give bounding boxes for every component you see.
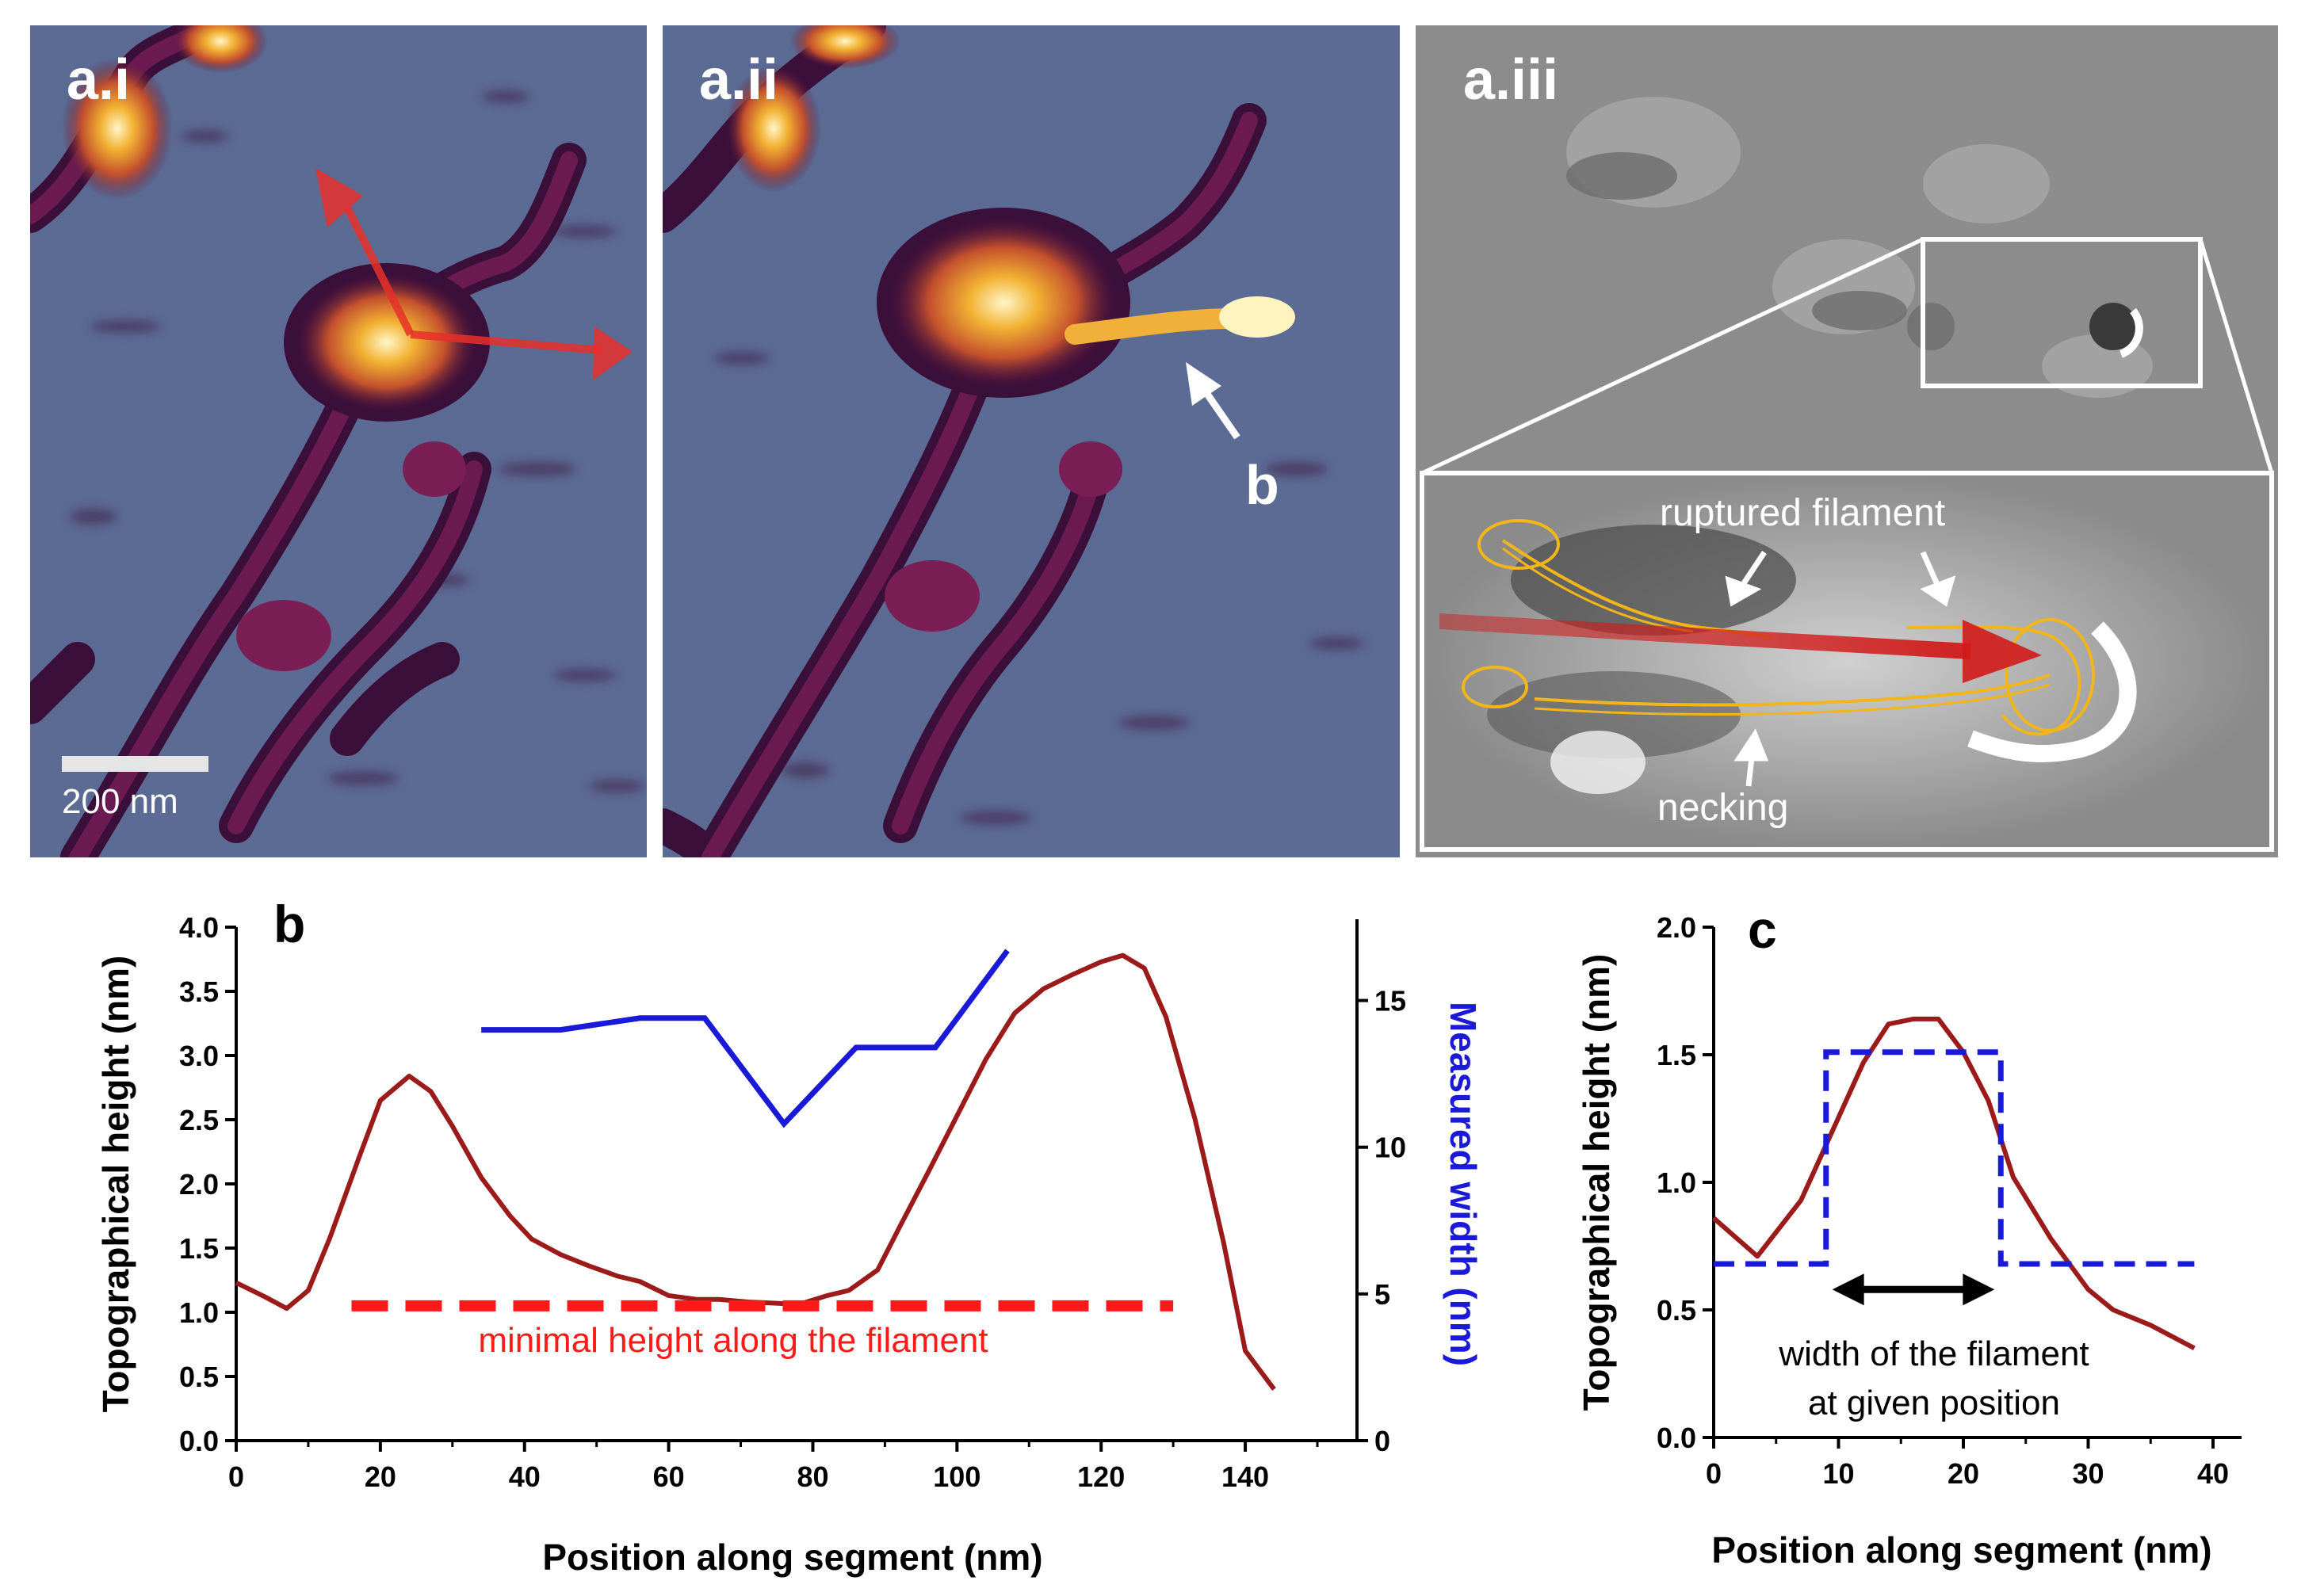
x-tick-label: 80 xyxy=(797,1460,828,1493)
x-tick-label: 10 xyxy=(1822,1457,1854,1490)
y-tick-label: 1.0 xyxy=(1657,1166,1696,1199)
afm-image-a-iii xyxy=(1416,25,2278,857)
afm-image-a-ii xyxy=(663,25,1400,857)
chart-c-letter: c xyxy=(1748,900,1777,959)
y-axis-title: Topographical height (nm) xyxy=(1576,954,1617,1411)
series-width-box-dashed xyxy=(1714,1049,2195,1267)
y-tick-label: 3.0 xyxy=(179,1040,219,1072)
y2-tick-label: 15 xyxy=(1374,985,1406,1017)
y-tick-label: 2.0 xyxy=(1657,911,1696,944)
y-tick-label: 2.5 xyxy=(179,1104,219,1136)
y-tick-label: 0.5 xyxy=(1657,1294,1696,1327)
x-tick-label: 40 xyxy=(2197,1457,2229,1490)
series-height-line xyxy=(1712,1016,2196,1350)
y-tick-label: 0.0 xyxy=(1657,1422,1696,1454)
panel-label-a-ii: a.ii xyxy=(699,48,779,112)
panel-a-i-image: a.i 200 nm xyxy=(30,25,647,857)
y-tick-label: 2.0 xyxy=(179,1168,219,1201)
zoom-inset xyxy=(1420,471,2274,852)
x-tick-label: 120 xyxy=(1077,1460,1125,1493)
y2-tick-label: 5 xyxy=(1374,1278,1390,1311)
x-tick-label: 20 xyxy=(365,1460,396,1493)
annotation-width-line-1: width of the filament xyxy=(1778,1334,2089,1373)
necking-label: necking xyxy=(1657,787,1789,829)
y-tick-label: 4.0 xyxy=(179,911,219,944)
y2-axis-title: Measured width (nm) xyxy=(1443,1002,1484,1366)
red-arrow-overlay xyxy=(315,168,633,380)
series-width-line xyxy=(481,949,1010,1128)
afm-image-a-i xyxy=(30,25,647,857)
x-tick-label: 0 xyxy=(1706,1457,1722,1490)
x-axis-title: Position along segment (nm) xyxy=(542,1537,1042,1578)
chart-b: 0.0 0.5 1.0 1.5 2.0 2.5 3.0 3.5 4.0 0 5 10 15 0 20 40 60… xyxy=(95,911,1484,1578)
y-tick-label: 1.5 xyxy=(1657,1039,1696,1071)
y2-tick-label: 0 xyxy=(1374,1425,1390,1457)
scale-bar-label: 200 nm xyxy=(62,782,178,821)
x-tick-label: 40 xyxy=(509,1460,541,1493)
y-tick-label: 3.5 xyxy=(179,975,219,1008)
panel-label-a-iii: a.iii xyxy=(1463,48,1559,112)
chart-c: 0.0 0.5 1.0 1.5 2.0 0 10 20 30 40 Position along s… xyxy=(1576,911,2242,1571)
ruptured-filament-label: ruptured filament xyxy=(1660,492,1946,534)
x-tick-label: 140 xyxy=(1221,1460,1269,1493)
width-arrow-head-left xyxy=(1832,1273,1864,1306)
x-tick-label: 100 xyxy=(933,1460,980,1493)
pointer-label-b: b xyxy=(1245,454,1279,516)
x-tick-label: 30 xyxy=(2072,1457,2104,1490)
panel-label-a-i: a.i xyxy=(67,48,131,112)
width-arrow-head-right xyxy=(1963,1273,1995,1306)
x-tick-label: 60 xyxy=(653,1460,685,1493)
y-axis-title: Topographical height (nm) xyxy=(95,956,136,1413)
chart-b-letter: b xyxy=(273,895,306,953)
annotation-minimal-height: minimal height along the filament xyxy=(478,1321,988,1360)
x-tick-label: 0 xyxy=(228,1460,244,1493)
annotation-width-line-2: at given position xyxy=(1808,1384,2060,1422)
y-tick-label: 0.5 xyxy=(179,1361,219,1393)
y-tick-label: 1.0 xyxy=(179,1296,219,1329)
zoom-source-box xyxy=(1921,237,2203,388)
y-tick-label: 0.0 xyxy=(179,1425,219,1457)
x-axis-title: Position along segment (nm) xyxy=(1711,1529,2211,1571)
panel-a-ii-image: a.ii b xyxy=(663,25,1400,857)
y-tick-label: 1.5 xyxy=(179,1232,219,1265)
x-tick-label: 20 xyxy=(1947,1457,1979,1490)
scale-bar xyxy=(62,756,208,772)
white-pointer-arrow xyxy=(1186,362,1240,440)
panel-a-iii-image: a.iii ruptured filament necking xyxy=(1416,25,2278,857)
y2-tick-label: 10 xyxy=(1374,1132,1406,1164)
